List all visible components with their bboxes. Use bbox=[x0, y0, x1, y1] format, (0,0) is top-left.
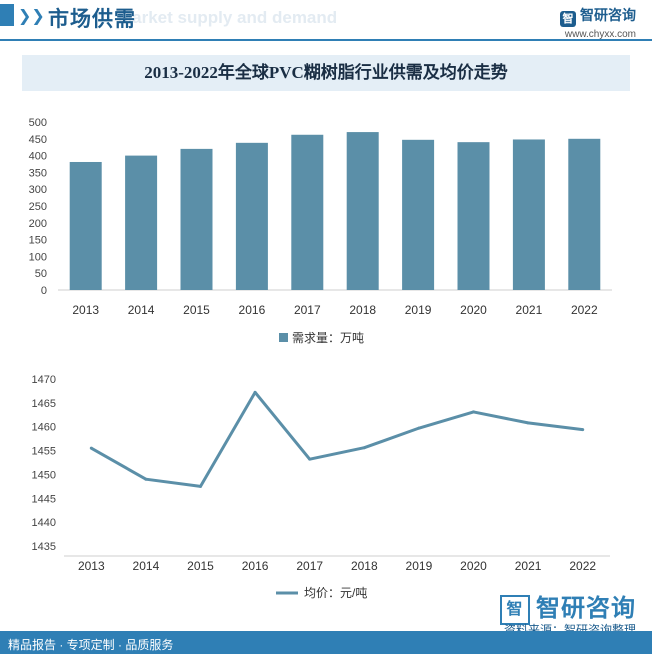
line-x-tick-label: 2017 bbox=[296, 559, 323, 573]
bar-y-tick-label: 100 bbox=[29, 251, 47, 263]
bar bbox=[69, 161, 102, 290]
line-x-tick-label: 2015 bbox=[187, 559, 214, 573]
line-x-tick-label: 2022 bbox=[569, 559, 596, 573]
line-y-tick-label: 1460 bbox=[32, 422, 56, 434]
line-y-tick-label: 1440 bbox=[32, 517, 56, 529]
bar bbox=[346, 132, 379, 290]
brand-url: www.chyxx.com bbox=[564, 29, 636, 40]
footer-tagline: 精品报告 · 专项定制 · 品质服务 bbox=[8, 638, 174, 652]
header-accent-bar bbox=[0, 4, 14, 26]
brand-logo-icon: 智 bbox=[560, 11, 576, 27]
line-x-tick-label: 2021 bbox=[515, 559, 542, 573]
line-y-tick-label: 1455 bbox=[32, 446, 56, 458]
bar-x-tick-label: 2015 bbox=[183, 303, 210, 317]
line-y-tick-label: 1445 bbox=[32, 493, 56, 505]
line-y-tick-label: 1470 bbox=[32, 374, 56, 386]
line-x-tick-label: 2016 bbox=[242, 559, 269, 573]
header-subtitle: Market supply and demand bbox=[118, 8, 338, 27]
line-point bbox=[308, 457, 312, 461]
bar bbox=[180, 148, 213, 290]
bar-legend-label: 需求量：万吨 bbox=[292, 331, 364, 345]
line-x-tick-label: 2019 bbox=[406, 559, 433, 573]
brand: 智智研咨询 www.chyxx.com bbox=[560, 5, 636, 40]
bar-x-tick-label: 2018 bbox=[349, 303, 376, 317]
bar-y-tick-label: 0 bbox=[41, 285, 47, 297]
bar-x-tick-label: 2020 bbox=[460, 303, 487, 317]
bar bbox=[291, 134, 324, 290]
chart-title: 2013-2022年全球PVC糊树脂行业供需及均价走势 bbox=[22, 55, 630, 91]
line-y-tick-label: 1450 bbox=[32, 469, 56, 481]
page-title: 市场供需 bbox=[48, 8, 136, 31]
line-x-tick-label: 2020 bbox=[460, 559, 487, 573]
footer-logo-icon: 智 bbox=[500, 595, 530, 625]
line-point bbox=[581, 428, 585, 432]
bar-x-tick-label: 2016 bbox=[239, 303, 266, 317]
bar bbox=[402, 139, 435, 290]
line-y-tick-label: 1465 bbox=[32, 398, 56, 410]
line-x-tick-label: 2013 bbox=[78, 559, 105, 573]
bar-y-tick-label: 150 bbox=[29, 235, 47, 247]
header: ❯❯ Market supply and demand 市场供需 智智研咨询 w… bbox=[0, 0, 652, 41]
bar-y-tick-label: 250 bbox=[29, 201, 47, 213]
line-x-tick-label: 2018 bbox=[351, 559, 378, 573]
line-point bbox=[144, 477, 148, 481]
line-point bbox=[89, 446, 93, 450]
line-point bbox=[199, 484, 202, 488]
bar bbox=[457, 142, 490, 290]
header-divider bbox=[0, 39, 652, 41]
line-point bbox=[526, 421, 530, 425]
line-point bbox=[362, 446, 366, 450]
bar bbox=[235, 142, 268, 290]
footer-logo: 智智研咨询 bbox=[500, 588, 636, 625]
line-legend-label: 均价：元/吨 bbox=[304, 586, 367, 600]
bar-x-tick-label: 2014 bbox=[128, 303, 155, 317]
bar-y-tick-label: 50 bbox=[35, 268, 47, 280]
bar-y-tick-label: 200 bbox=[29, 218, 47, 230]
series-line bbox=[90, 390, 583, 488]
bar-x-tick-label: 2013 bbox=[72, 303, 99, 317]
bar-x-tick-label: 2019 bbox=[405, 303, 432, 317]
line-point bbox=[472, 410, 475, 414]
bar bbox=[512, 139, 545, 290]
line-point bbox=[417, 426, 421, 430]
chevron-right-icon: ❯❯ bbox=[18, 8, 45, 25]
bar-y-tick-label: 350 bbox=[29, 167, 47, 179]
footer-logo-text: 智研咨询 bbox=[536, 595, 636, 622]
brand-name: 智研咨询 bbox=[580, 7, 636, 23]
bar-y-tick-label: 500 bbox=[29, 117, 47, 129]
line-point bbox=[253, 390, 257, 394]
line-x-tick-label: 2014 bbox=[133, 559, 160, 573]
bar bbox=[568, 138, 601, 290]
bar bbox=[125, 155, 158, 290]
bar-y-tick-label: 450 bbox=[29, 134, 47, 146]
bar-legend-swatch bbox=[279, 333, 288, 342]
bar-y-tick-label: 400 bbox=[29, 151, 47, 163]
bar-x-tick-label: 2021 bbox=[516, 303, 543, 317]
bar-x-tick-label: 2017 bbox=[294, 303, 321, 317]
bar-y-tick-label: 300 bbox=[29, 184, 47, 196]
footer-bar bbox=[0, 631, 652, 654]
line-y-tick-label: 1435 bbox=[32, 541, 56, 553]
bar-x-tick-label: 2022 bbox=[571, 303, 598, 317]
